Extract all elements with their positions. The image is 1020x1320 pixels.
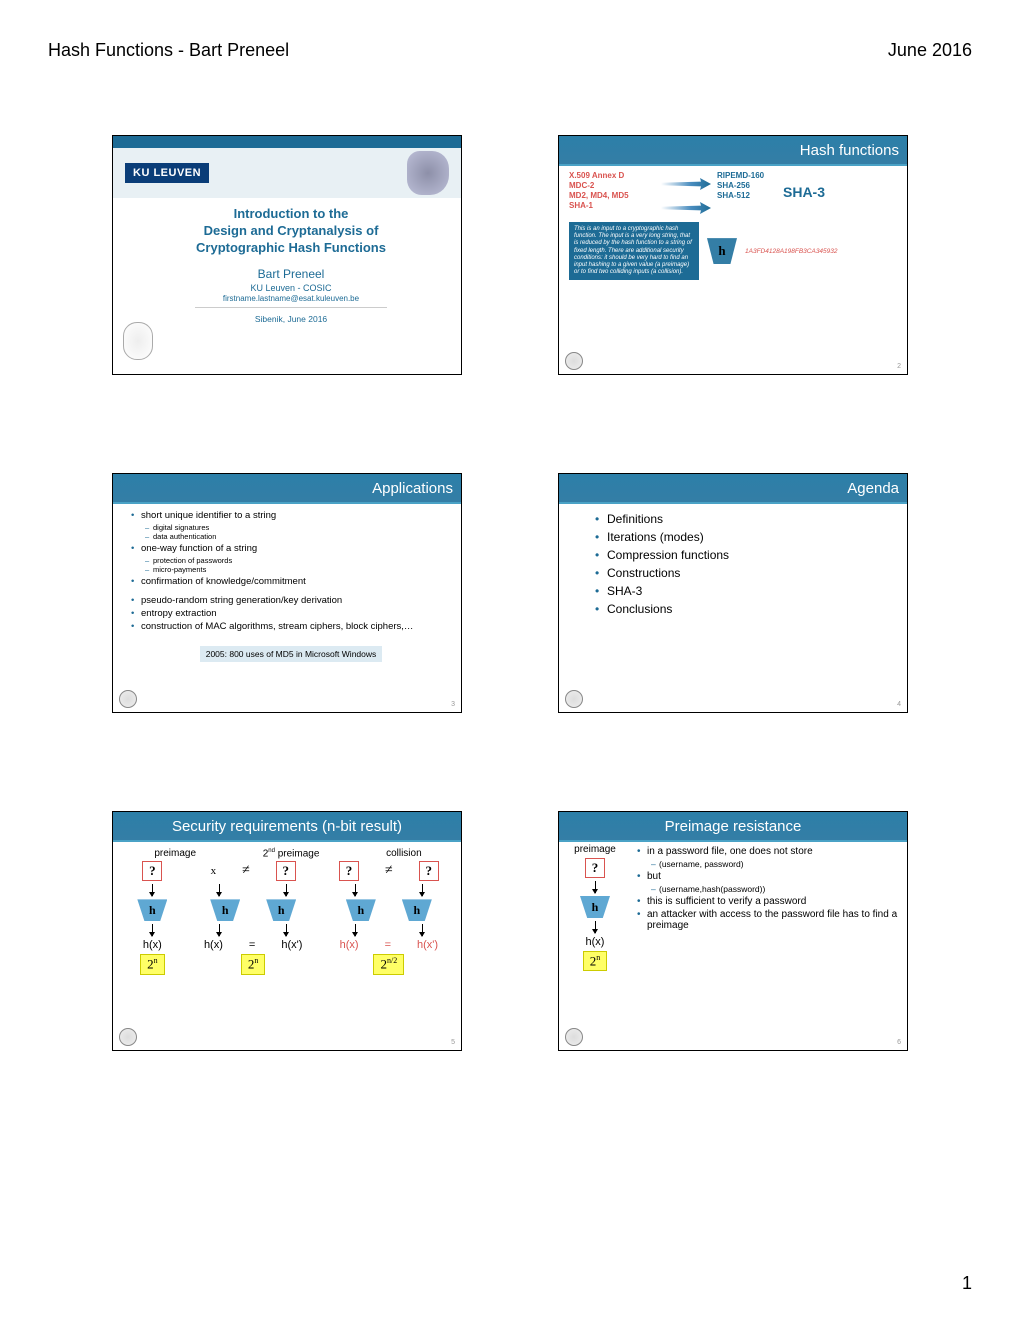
slide-4: Agenda Definitions Iterations (modes) Co… xyxy=(558,473,908,713)
page-header: Hash Functions - Bart Preneel June 2016 xyxy=(48,40,972,61)
agenda-item: SHA-3 xyxy=(595,584,897,598)
seal-icon xyxy=(119,1028,137,1046)
current-algo: SHA-256 xyxy=(717,181,777,190)
preimage-explanation: in a password file, one does not store (… xyxy=(637,844,903,933)
agenda-item: Constructions xyxy=(595,566,897,580)
slide2-title: Hash functions xyxy=(800,142,899,159)
complexity-2n: 2n xyxy=(140,954,165,974)
agenda-item: Compression functions xyxy=(595,548,897,562)
preimage-label: preimage xyxy=(154,848,196,859)
preimage-diagram: ? h h(x) 2n xyxy=(137,861,167,974)
current-algo: SHA-512 xyxy=(717,191,777,200)
broken-algo: X.509 Annex D xyxy=(569,171,655,180)
second-preimage-label: 2nd preimage xyxy=(263,848,320,859)
broken-algo: MDC-2 xyxy=(569,181,655,190)
slide3-pageno: 3 xyxy=(451,701,455,708)
app-subitem: micro-payments xyxy=(131,565,451,574)
complexity-2n: 2n xyxy=(583,951,608,971)
slide1-topbar xyxy=(113,136,461,148)
ku-leuven-logo: KU LEUVEN xyxy=(125,163,209,183)
preimage-diagram: preimage ? h h(x) 2n xyxy=(565,844,625,971)
app-item: confirmation of knowledge/commitment xyxy=(131,576,451,587)
current-algo: RIPEMD-160 xyxy=(717,171,777,180)
slide4-title: Agenda xyxy=(847,480,899,497)
seal-icon xyxy=(565,690,583,708)
slide1-author: Bart Preneel xyxy=(131,267,451,281)
slide1-logo-row: KU LEUVEN xyxy=(113,148,461,198)
slide4-pageno: 4 xyxy=(897,701,901,708)
collision-diagram: ? ≠ ? hh h(x)=h(x') 2n/2 xyxy=(339,861,439,974)
slide-3: Applications short unique identifier to … xyxy=(112,473,462,713)
broken-algo: MD2, MD4, MD5 xyxy=(569,191,655,200)
kuleuven-seal-icon xyxy=(123,322,153,360)
fingerprint-icon xyxy=(407,151,449,195)
app-subitem: digital signatures xyxy=(131,523,451,532)
slide-2: Hash functions X.509 Annex D MDC-2 MD2, … xyxy=(558,135,908,375)
slide-1: KU LEUVEN Introduction to the Design and… xyxy=(112,135,462,375)
slide1-affiliation: KU Leuven - COSIC xyxy=(131,283,451,293)
slide1-title-3: Cryptographic Hash Functions xyxy=(131,240,451,255)
sha3-label: SHA-3 xyxy=(783,184,825,200)
slide1-title-2: Design and Cryptanalysis of xyxy=(131,223,451,238)
app-subitem: protection of passwords xyxy=(131,556,451,565)
seal-icon xyxy=(565,1028,583,1046)
slide5-title: Security requirements (n-bit result) xyxy=(172,818,402,835)
header-left: Hash Functions - Bart Preneel xyxy=(48,40,289,61)
slides-grid: KU LEUVEN Introduction to the Design and… xyxy=(48,135,972,1051)
hash-input-text: This is an input to a cryptographic hash… xyxy=(569,222,699,280)
collision-label: collision xyxy=(386,848,422,859)
broken-algo: SHA-1 xyxy=(569,201,655,210)
agenda-item: Conclusions xyxy=(595,602,897,616)
agenda-item: Iterations (modes) xyxy=(595,530,897,544)
complexity-2n: 2n xyxy=(241,954,266,974)
seal-icon xyxy=(565,352,583,370)
arrow-icon xyxy=(661,178,711,190)
app-item: construction of MAC algorithms, stream c… xyxy=(131,621,451,632)
slide-5: Security requirements (n-bit result) pre… xyxy=(112,811,462,1051)
app-item: entropy extraction xyxy=(131,608,451,619)
slide-6: Preimage resistance preimage ? h h(x) 2n… xyxy=(558,811,908,1051)
agenda-item: Definitions xyxy=(595,512,897,526)
page-number: 1 xyxy=(962,1273,972,1294)
app-item: pseudo-random string generation/key deri… xyxy=(131,595,451,606)
slide6-pageno: 6 xyxy=(897,1039,901,1046)
app-item: short unique identifier to a string xyxy=(131,510,451,521)
slide3-title: Applications xyxy=(372,480,453,497)
hash-trapezoid: h xyxy=(707,238,737,264)
app-subitem: data authentication xyxy=(131,532,451,541)
md5-note: 2005: 800 uses of MD5 in Microsoft Windo… xyxy=(200,646,383,662)
slide1-email: firstname.lastname@esat.kuleuven.be xyxy=(131,294,451,303)
slide6-title: Preimage resistance xyxy=(665,818,802,835)
header-right: June 2016 xyxy=(888,40,972,61)
slide2-pageno: 2 xyxy=(897,363,901,370)
slide1-title-1: Introduction to the xyxy=(131,206,451,221)
slide1-location: Sibenik, June 2016 xyxy=(131,314,451,324)
app-item: one-way function of a string xyxy=(131,543,451,554)
hash-output: 1A3FD4128A198FB3CA345932 xyxy=(745,248,838,255)
slide5-pageno: 5 xyxy=(451,1039,455,1046)
arrow-icon xyxy=(661,202,711,214)
complexity-2n2: 2n/2 xyxy=(373,954,404,974)
second-preimage-diagram: x ≠ ? hh h(x)=h(x') 2n xyxy=(204,861,302,974)
seal-icon xyxy=(119,690,137,708)
